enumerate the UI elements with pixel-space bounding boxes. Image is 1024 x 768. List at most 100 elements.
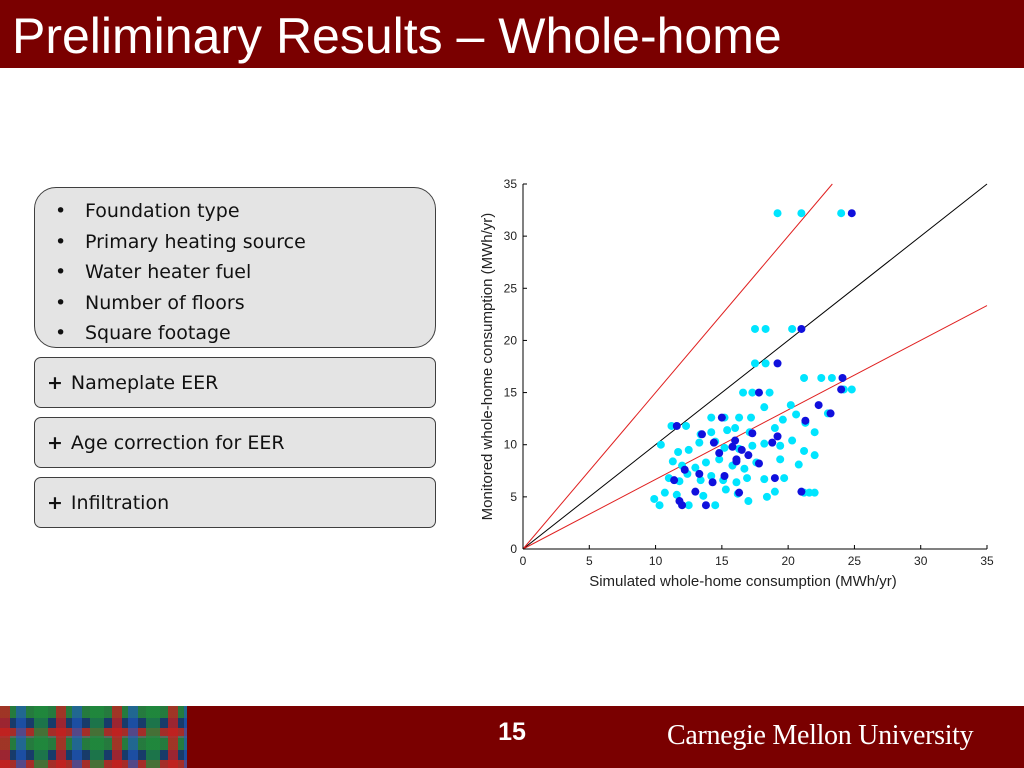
y-tick-label: 30 xyxy=(504,229,518,243)
light-data-point xyxy=(761,324,770,333)
light-data-point xyxy=(765,388,774,397)
light-data-point xyxy=(786,401,795,410)
light-data-point xyxy=(776,441,785,450)
light-data-point xyxy=(715,455,724,464)
light-data-point xyxy=(656,440,665,449)
variables-list: • Foundation type • Primary heating source… xyxy=(53,196,435,349)
age-correction-box: + Age correction for EER xyxy=(34,417,436,468)
x-tick-label: 25 xyxy=(848,554,862,568)
light-data-point xyxy=(707,428,716,437)
x-tick-label: 15 xyxy=(715,554,729,568)
plus-icon: + xyxy=(47,371,63,394)
light-data-point xyxy=(684,445,693,454)
light-data-point xyxy=(701,458,710,467)
tartan-pattern xyxy=(0,706,187,768)
page-number: 15 xyxy=(498,718,526,746)
light-data-point xyxy=(650,494,659,503)
light-data-point xyxy=(707,472,716,480)
y-tick-label: 0 xyxy=(510,542,517,556)
bullet-icon: • xyxy=(55,200,67,222)
light-data-point xyxy=(778,415,787,424)
x-tick-label: 30 xyxy=(914,554,928,568)
light-data-point xyxy=(695,438,704,447)
dark-data-point xyxy=(797,487,806,496)
list-item-label: Water heater fuel xyxy=(85,261,252,284)
x-tick-label: 20 xyxy=(781,554,795,568)
light-data-point xyxy=(788,436,797,445)
dark-data-point xyxy=(717,413,726,422)
light-data-point xyxy=(760,475,769,484)
light-data-point xyxy=(780,474,789,483)
light-data-point xyxy=(760,403,769,412)
light-data-point xyxy=(707,413,716,422)
dark-data-point xyxy=(728,442,737,451)
infiltration-box: + Infiltration xyxy=(34,477,436,528)
y-ticks: 0 5 10 15 20 25 30 35 xyxy=(504,177,527,556)
nameplate-eer-box: + Nameplate EER xyxy=(34,357,436,408)
y-tick-label: 35 xyxy=(504,177,518,191)
light-data-point xyxy=(731,424,740,433)
list-item: • Water heater fuel xyxy=(53,257,435,288)
list-item-label: Foundation type xyxy=(85,200,240,222)
light-data-point xyxy=(720,443,729,452)
dark-data-point xyxy=(732,457,741,466)
dark-data-point xyxy=(695,469,704,478)
list-item: • Foundation type xyxy=(53,196,435,227)
dark-data-point xyxy=(697,430,706,439)
list-item-label: Primary heating source xyxy=(85,230,306,253)
infiltration-label: Infiltration xyxy=(70,491,170,514)
light-data-point xyxy=(773,209,782,218)
light-data-point xyxy=(684,501,693,510)
light-data-point xyxy=(743,474,752,483)
dark-data-point xyxy=(715,449,724,458)
light-data-point xyxy=(776,455,785,464)
light-data-point xyxy=(797,209,806,218)
plus-icon: + xyxy=(47,491,63,514)
x-tick-label: 5 xyxy=(586,554,593,568)
dark-data-point xyxy=(748,429,757,438)
list-item: • Number of floors xyxy=(53,288,435,319)
light-data-point xyxy=(770,424,779,433)
light-data-point xyxy=(762,492,771,501)
light-data-point xyxy=(810,428,819,437)
dark-data-point xyxy=(672,421,681,430)
dark-data-point xyxy=(826,409,835,418)
light-data-point xyxy=(837,209,846,218)
bound-line xyxy=(522,305,988,550)
light-data-point xyxy=(691,463,700,472)
light-data-point xyxy=(751,359,759,368)
light-data-point xyxy=(655,501,664,510)
light-data-point xyxy=(810,451,819,460)
light-data-point xyxy=(696,476,705,485)
dark-data-point xyxy=(814,401,823,410)
light-data-point xyxy=(672,490,681,499)
light-data-point xyxy=(660,488,669,497)
dark-data-point xyxy=(801,416,810,425)
light-data-point xyxy=(800,446,809,455)
y-tick-label: 5 xyxy=(510,490,517,504)
bound-line xyxy=(522,183,833,550)
light-data-point xyxy=(739,388,748,397)
light-data-point xyxy=(792,410,801,419)
bullet-icon: • xyxy=(55,261,67,284)
age-correction-label: Age correction for EER xyxy=(70,431,285,454)
light-data-point xyxy=(682,421,691,430)
light-data-point xyxy=(740,464,749,473)
light-data-point xyxy=(668,457,677,466)
bullet-icon: • xyxy=(55,322,67,345)
light-data-point xyxy=(800,373,809,382)
bullet-icon: • xyxy=(55,230,67,253)
dark-data-point xyxy=(754,388,763,397)
y-tick-label: 10 xyxy=(504,438,518,452)
light-data-point xyxy=(748,388,757,397)
light-data-point xyxy=(761,359,770,368)
list-item: • Square footage xyxy=(53,318,435,349)
light-data-point xyxy=(721,485,730,494)
dark-data-point xyxy=(678,501,687,510)
scatter-chart: 0 5 10 15 20 25 30 35 0 5 10 15 20 25 30 35 Simulated … xyxy=(479,177,994,590)
light-data-point xyxy=(788,324,797,333)
dark-data-point xyxy=(680,465,689,474)
dark-data-point xyxy=(670,476,679,485)
y-tick-label: 25 xyxy=(504,281,518,295)
dark-data-point xyxy=(701,501,710,510)
